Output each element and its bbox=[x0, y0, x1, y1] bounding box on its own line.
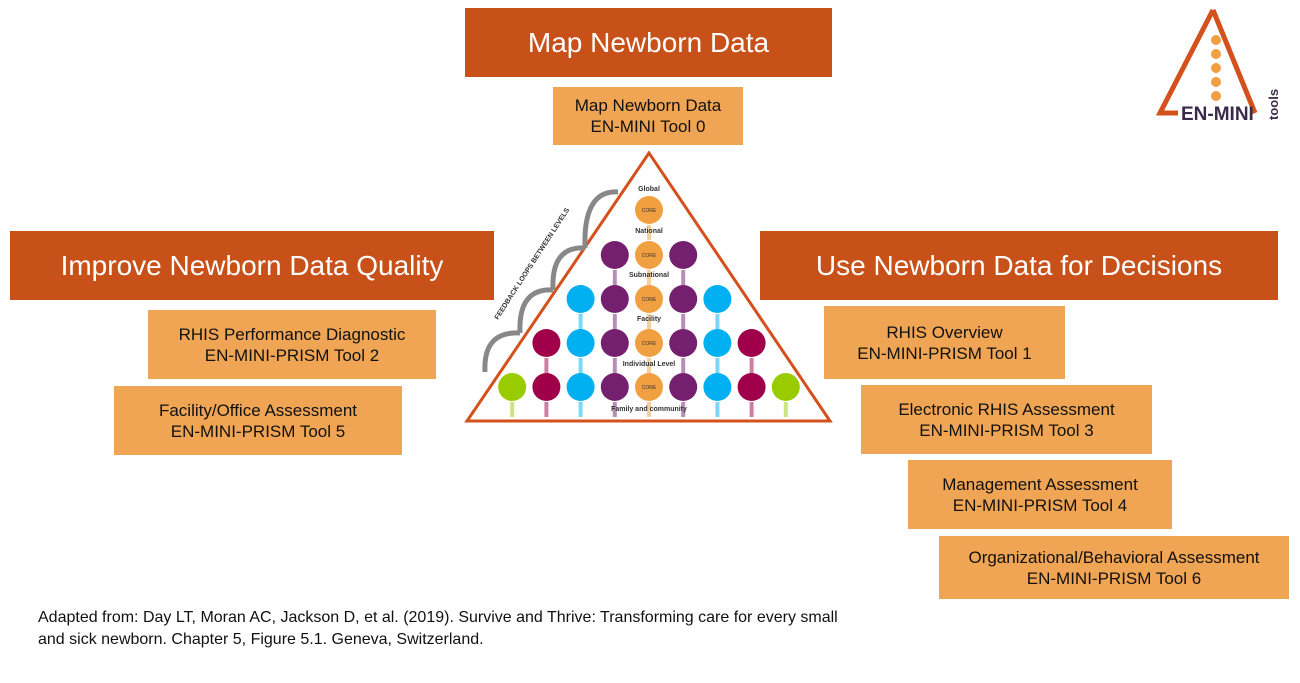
en-mini-logo: EN-MINI tools bbox=[1155, 8, 1281, 123]
header-use-data-decisions: Use Newborn Data for Decisions bbox=[760, 231, 1278, 300]
pyramid-node-maroon bbox=[737, 329, 766, 357]
pyramid-node-purple bbox=[669, 285, 698, 313]
pyramid-node-purple bbox=[669, 241, 698, 269]
tool-id: EN-MINI-PRISM Tool 3 bbox=[919, 420, 1094, 440]
core-label: CORE bbox=[642, 385, 657, 391]
tool-box-3: Electronic RHIS Assessment EN-MINI-PRISM … bbox=[861, 385, 1152, 454]
pyramid-node-blue bbox=[566, 329, 595, 357]
tool-id: EN-MINI-PRISM Tool 1 bbox=[857, 343, 1032, 363]
pyramid-node-purple bbox=[600, 241, 629, 269]
pyramid-node-green bbox=[771, 373, 800, 401]
core-label: CORE bbox=[642, 253, 657, 259]
pyramid-node-green bbox=[498, 373, 527, 401]
svg-text:tools: tools bbox=[1266, 89, 1281, 120]
header-map-newborn-data: Map Newborn Data bbox=[465, 8, 832, 77]
pyramid-node-purple bbox=[669, 373, 698, 401]
feedback-arrows bbox=[482, 189, 619, 373]
level-label: Individual Level bbox=[623, 361, 676, 368]
core-label: CORE bbox=[642, 208, 657, 214]
core-label: CORE bbox=[642, 297, 657, 303]
pyramid-node-blue bbox=[566, 373, 595, 401]
tool-id: EN-MINI Tool 0 bbox=[590, 117, 706, 136]
tool-name: Electronic RHIS Assessment bbox=[898, 399, 1115, 419]
tool-id: EN-MINI-PRISM Tool 6 bbox=[1026, 568, 1202, 588]
pyramid-node-blue bbox=[703, 285, 732, 313]
tool-box-0: Map Newborn Data EN-MINI Tool 0 bbox=[553, 87, 743, 145]
tool-name: Organizational/Behavioral Assessment bbox=[968, 547, 1260, 567]
pyramid-node-maroon bbox=[737, 373, 766, 401]
tool-box-4: Management Assessment EN-MINI-PRISM Tool … bbox=[908, 460, 1172, 529]
tool-name: Map Newborn Data bbox=[574, 96, 722, 115]
pyramid-node-blue bbox=[703, 329, 732, 357]
core-label: CORE bbox=[642, 341, 657, 347]
pyramid-node-maroon bbox=[532, 373, 561, 401]
pyramid-node-maroon bbox=[532, 329, 561, 357]
feedback-loop-arrow bbox=[482, 330, 521, 373]
level-label: Facility bbox=[637, 316, 661, 323]
tool-name: Facility/Office Assessment bbox=[158, 400, 358, 420]
tool-box-5: Facility/Office Assessment EN-MINI-PRISM … bbox=[114, 386, 402, 455]
tool-name: RHIS Overview bbox=[886, 322, 1003, 342]
pyramid-node-purple bbox=[600, 329, 629, 357]
pyramid-node-core bbox=[635, 285, 663, 313]
feedback-loop-arrow bbox=[550, 245, 586, 291]
tool-box-1: RHIS Overview EN-MINI-PRISM Tool 1 bbox=[824, 306, 1065, 379]
tool-id: EN-MINI-PRISM Tool 5 bbox=[170, 421, 346, 441]
svg-text:EN-MINI: EN-MINI bbox=[1181, 104, 1254, 123]
pyramid-node-core bbox=[635, 196, 663, 224]
pyramid-node-purple bbox=[600, 285, 629, 313]
pyramid-node-core bbox=[635, 329, 663, 357]
feedback-loop-arrow bbox=[582, 189, 619, 249]
pyramid-node-core bbox=[635, 241, 663, 269]
tool-name: Management Assessment bbox=[942, 474, 1138, 494]
header-improve-data-quality: Improve Newborn Data Quality bbox=[10, 231, 494, 300]
level-label: National bbox=[635, 228, 663, 235]
tool-name: RHIS Performance Diagnostic bbox=[178, 324, 406, 344]
pyramid-node-core bbox=[635, 373, 663, 401]
pyramid-node-purple bbox=[600, 373, 629, 401]
pyramid-node-blue bbox=[703, 373, 732, 401]
source-caption: Adapted from: Day LT, Moran AC, Jackson … bbox=[38, 609, 838, 648]
tool-box-2: RHIS Performance Diagnostic EN-MINI-PRISM… bbox=[148, 310, 436, 379]
level-label: Subnational bbox=[629, 272, 669, 279]
level-label: Global bbox=[638, 186, 660, 193]
tool-id: EN-MINI-PRISM Tool 4 bbox=[952, 495, 1128, 515]
tool-id: EN-MINI-PRISM Tool 2 bbox=[204, 345, 380, 365]
pyramid-node-purple bbox=[669, 329, 698, 357]
feedback-loop-arrow bbox=[517, 287, 554, 334]
pyramid-node-blue bbox=[566, 285, 595, 313]
tool-box-6: Organizational/Behavioral Assessment EN-M… bbox=[939, 536, 1289, 599]
level-label: Family and community bbox=[611, 406, 687, 413]
